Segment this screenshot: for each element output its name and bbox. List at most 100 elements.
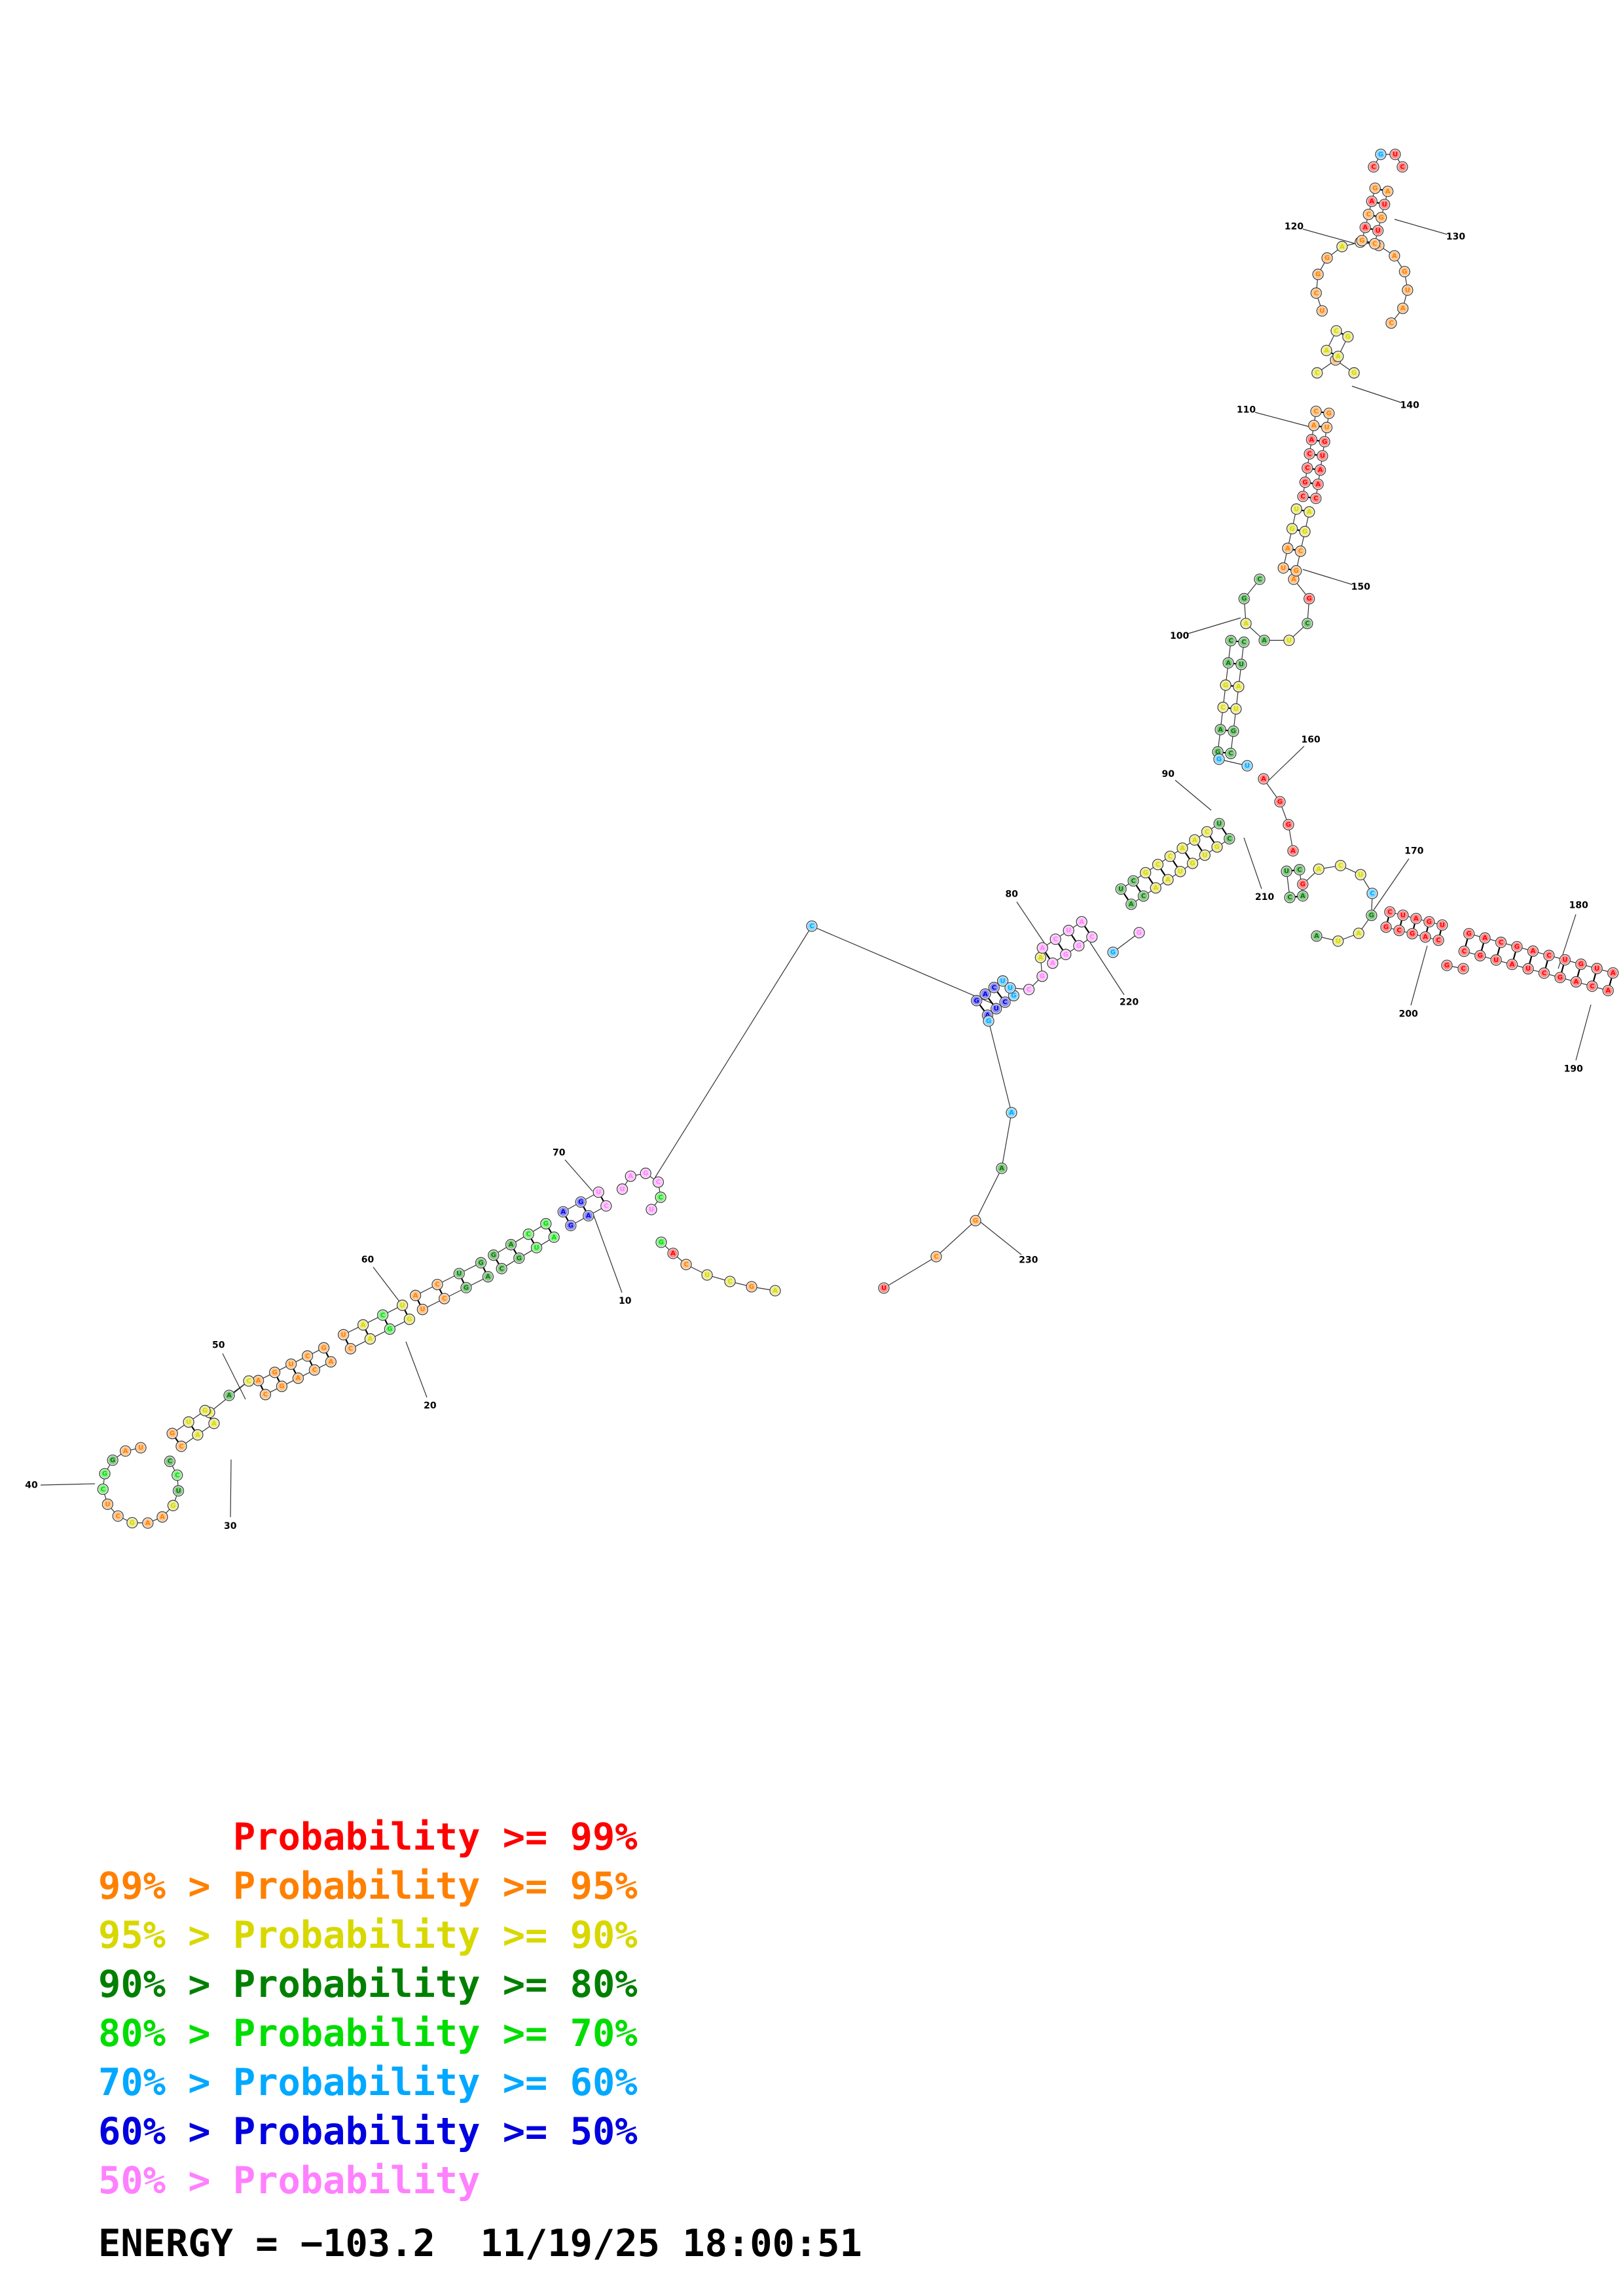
index-tick: [1089, 942, 1125, 996]
svg-text:U: U: [1216, 820, 1222, 827]
svg-text:G: G: [568, 1223, 574, 1230]
nucleotide: A: [548, 1231, 560, 1243]
nucleotide: C: [1225, 635, 1237, 647]
svg-text:C: C: [168, 1458, 172, 1465]
nucleotide: G: [1398, 266, 1411, 278]
nucleotide: A: [1419, 931, 1431, 943]
svg-text:G: G: [974, 997, 979, 1005]
nucleotide: A: [1189, 834, 1201, 846]
svg-text:A: A: [123, 1448, 128, 1455]
svg-text:C: C: [1436, 937, 1440, 944]
backbone-segment: [1052, 937, 1093, 964]
svg-text:U: U: [1284, 868, 1289, 875]
nucleotide: U: [135, 1442, 147, 1454]
svg-text:A: A: [195, 1431, 200, 1439]
svg-text:C: C: [1366, 211, 1371, 219]
nucleotide: C: [1127, 875, 1139, 887]
spacer: [435, 2222, 481, 2265]
index-label: 80: [1005, 889, 1018, 899]
energy-label: ENERGY =: [98, 2222, 301, 2265]
svg-text:U: U: [1324, 424, 1330, 431]
nucleotide: G: [1376, 211, 1387, 224]
index-label: 230: [1019, 1255, 1038, 1266]
nucleotide: A: [1312, 478, 1324, 490]
nucleotide: G: [565, 1219, 577, 1232]
backbone-segment: [343, 1304, 403, 1335]
nucleotide: U: [1235, 658, 1247, 670]
svg-text:C: C: [380, 1312, 385, 1319]
nucleotide: U: [1063, 925, 1074, 937]
nucleotide: A: [583, 1210, 594, 1222]
nucleotide: G: [1299, 526, 1311, 537]
svg-text:U: U: [1320, 453, 1325, 460]
svg-text:A: A: [1050, 960, 1055, 967]
svg-text:A: A: [1218, 726, 1223, 734]
nucleotide: C: [1225, 747, 1237, 759]
nucleotide: A: [1222, 657, 1234, 669]
legend-threshold: 90% >: [98, 1963, 233, 2006]
nucleotide: C: [1458, 945, 1470, 958]
svg-text:C: C: [101, 1486, 105, 1493]
nucleotide: U: [1241, 760, 1253, 772]
index-label: 110: [1237, 404, 1256, 415]
svg-text:C: C: [1305, 620, 1309, 628]
nucleotide: A: [208, 1418, 220, 1429]
nucleotide: G: [1575, 958, 1587, 970]
nucleotide: U: [1402, 284, 1413, 296]
nucleotide: U: [1290, 503, 1302, 515]
svg-text:A: A: [1040, 944, 1045, 952]
nucleotide: C: [1385, 317, 1397, 329]
nucleotide: C: [1164, 850, 1176, 863]
nucleotide: A: [1332, 350, 1344, 363]
nucleotide: U: [1522, 963, 1534, 975]
index-tick: [978, 1220, 1022, 1255]
nucleotide: A: [482, 1271, 494, 1283]
svg-text:C: C: [1297, 867, 1302, 874]
nucleotide: U: [991, 1003, 1002, 1014]
nucleotide: G: [167, 1499, 179, 1511]
svg-text:C: C: [1315, 370, 1319, 377]
svg-text:C: C: [727, 1278, 732, 1285]
svg-text:C: C: [1002, 999, 1007, 1006]
svg-text:G: G: [478, 1259, 483, 1266]
svg-text:C: C: [500, 1265, 504, 1272]
nucleotide: G: [1511, 941, 1523, 953]
svg-text:U: U: [420, 1306, 425, 1314]
nucleotide: C: [1310, 492, 1322, 505]
backbone-segment: [350, 1319, 410, 1350]
svg-text:G: G: [1110, 949, 1116, 956]
nucleotide: C: [376, 1309, 389, 1321]
nucleotide: C: [680, 1259, 692, 1270]
nucleotide: C: [806, 920, 818, 932]
nucleotide: A: [156, 1511, 168, 1523]
nucleotide: C: [1311, 367, 1323, 379]
nucleotide: G: [1369, 182, 1381, 194]
nucleotide: U: [396, 1299, 409, 1311]
nucleotide: G: [1290, 565, 1302, 577]
index-tick: [1243, 837, 1262, 889]
nucleotide: U: [416, 1304, 429, 1316]
nucleotide: C: [1294, 545, 1307, 557]
svg-text:U: U: [1440, 922, 1445, 929]
svg-text:C: C: [1298, 548, 1303, 555]
nucleotide: A: [1214, 724, 1226, 736]
nucleotide: U: [1115, 883, 1127, 895]
nucleotide: C: [496, 1263, 507, 1274]
svg-text:U: U: [400, 1302, 405, 1309]
svg-text:U: U: [619, 1186, 625, 1193]
nucleotide: A: [1410, 912, 1422, 925]
nucleotide: G: [1312, 268, 1324, 280]
svg-text:G: G: [1063, 951, 1068, 958]
nucleotide: C: [522, 1229, 534, 1240]
svg-text:G: G: [1223, 682, 1228, 689]
legend-threshold: 70% >: [98, 2061, 233, 2104]
index-tick: [1188, 617, 1241, 634]
index-label: 210: [1255, 892, 1274, 903]
svg-text:A: A: [1285, 545, 1290, 552]
svg-text:A: A: [361, 1321, 366, 1329]
nucleotide: G: [970, 995, 983, 1007]
svg-text:C: C: [1372, 240, 1377, 247]
base-pair-lines: [172, 187, 1614, 1447]
nucleotide: A: [1297, 890, 1309, 902]
nucleotide: G: [403, 1314, 416, 1325]
